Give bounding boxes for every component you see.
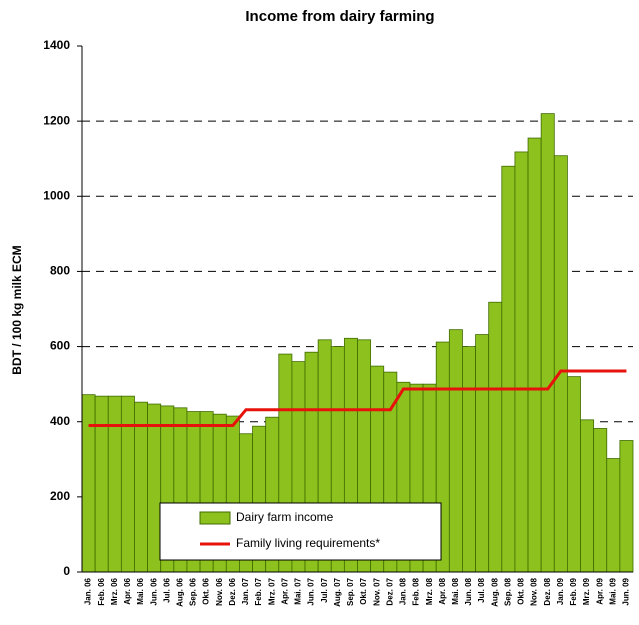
x-tick-label: Mrz. 06 [110,577,119,605]
x-tick-label: Aug. 08 [490,577,499,606]
line [88,369,627,427]
y-tick-label: 800 [50,264,70,278]
x-tick-label: Mai. 09 [608,577,617,604]
x-tick-label: Feb. 08 [412,577,421,605]
bar [527,137,542,573]
bar [580,419,595,573]
bar [540,113,555,573]
y-tick-label: 0 [63,564,70,578]
x-tick-label: Jul. 08 [477,577,486,602]
y-tick-label: 200 [50,489,70,503]
x-tick-label: Jun. 06 [149,577,158,605]
y-tick-label: 1400 [43,38,70,52]
bar [514,151,529,573]
legend-label: Family living requirements* [236,536,380,550]
x-tick-label: Jan. 06 [84,577,93,605]
x-tick-label: Jul. 06 [162,577,171,602]
bar [475,334,490,573]
bar [81,394,96,573]
x-tick-label: Sep. 07 [346,577,355,606]
x-tick-label: Okt. 06 [202,577,211,604]
x-tick-label: Jun. 08 [464,577,473,605]
bar [147,403,162,573]
bar [593,428,608,573]
x-tick-label: Mai. 07 [294,577,303,604]
x-tick-label: Mrz. 07 [267,577,276,605]
legend-label: Dairy farm income [236,510,334,524]
x-tick-label: Feb. 07 [254,577,263,605]
legend-swatch [199,511,231,525]
y-tick-label: 600 [50,339,70,353]
x-tick-label: Nov. 07 [372,577,381,605]
bar [553,155,568,573]
x-tick-label: Jul. 07 [320,577,329,602]
bar [501,165,516,573]
bar [567,376,581,573]
x-tick-label: Apr. 09 [595,577,604,604]
bar [94,395,109,573]
x-tick-label: Aug. 06 [176,577,185,606]
x-tick-label: Okt. 08 [517,577,526,604]
bar [606,458,621,573]
x-tick-label: Apr. 06 [123,577,132,604]
y-tick-label: 1000 [43,188,70,202]
x-tick-label: Jan. 09 [556,577,565,605]
x-tick-label: Feb. 09 [569,577,578,605]
x-tick-label: Mai. 08 [451,577,460,604]
x-tick-label: Jan. 08 [399,577,408,605]
x-tick-label: Mrz. 09 [582,577,591,605]
x-tick-label: Jan. 07 [241,577,250,605]
bar [448,329,463,573]
x-tick-label: Dez. 07 [385,577,394,605]
x-tick-label: Okt. 07 [359,577,368,604]
x-tick-label: Mrz. 08 [425,577,434,605]
y-tick-label: 1200 [43,113,70,127]
bar [107,395,122,573]
x-tick-label: Dez. 08 [543,577,552,605]
bar [134,401,148,573]
x-tick-label: Sep. 06 [189,577,198,606]
bar [120,395,135,573]
x-tick-label: Jun. 07 [307,577,316,605]
x-tick-label: Apr. 07 [280,577,289,604]
x-tick-label: Dez. 06 [228,577,237,605]
x-tick-label: Feb. 06 [97,577,106,605]
y-tick-label: 400 [50,414,70,428]
x-tick-label: Nov. 06 [215,577,224,605]
bar [619,440,634,573]
bar [462,346,476,573]
bar [488,301,503,573]
x-tick-label: Sep. 08 [503,577,512,606]
x-tick-label: Nov. 08 [530,577,539,605]
x-tick-label: Mai. 06 [136,577,145,604]
x-tick-label: Aug. 07 [333,577,342,606]
y-axis-label: BDT / 100 kg milk ECM [10,245,24,374]
chart-title: Income from dairy farming [245,8,434,25]
x-tick-label: Apr. 08 [438,577,447,604]
x-tick-label: Jun. 09 [622,577,631,605]
